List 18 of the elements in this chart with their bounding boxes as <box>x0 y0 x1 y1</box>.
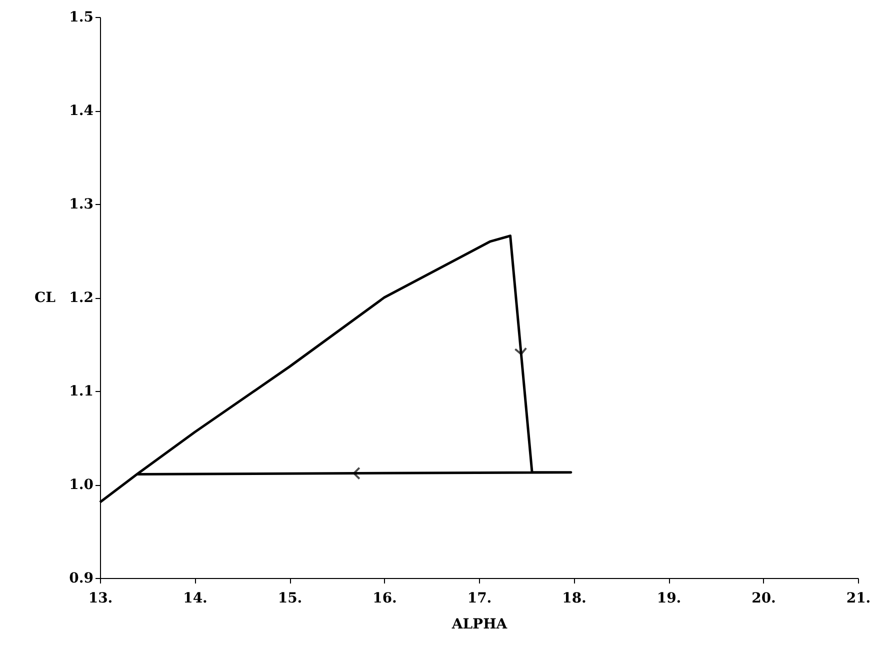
y-tick-label: 0.9 <box>69 570 94 586</box>
x-tick-label: 21. <box>846 590 871 606</box>
y-tick-label: 1.5 <box>69 10 94 26</box>
x-tick-label: 16. <box>372 590 397 606</box>
x-tick-label: 20. <box>752 590 776 606</box>
x-tick-label: 14. <box>183 590 208 606</box>
x-axis-title: ALPHA <box>450 616 508 632</box>
y-tick-label: 1.0 <box>69 477 94 493</box>
x-tick-label: 18. <box>562 590 586 606</box>
y-axis-title: CL <box>34 290 56 306</box>
x-tick-label: 19. <box>656 590 682 606</box>
y-tick-label: 1.1 <box>69 384 94 400</box>
x-tick-label: 15. <box>278 590 302 606</box>
x-tick-label: 17. <box>467 590 492 606</box>
y-tick-label: 1.3 <box>69 196 94 212</box>
x-tick-label: 13. <box>88 590 113 606</box>
y-tick-label: 1.4 <box>69 103 94 119</box>
y-tick-label: 1.2 <box>69 290 94 306</box>
